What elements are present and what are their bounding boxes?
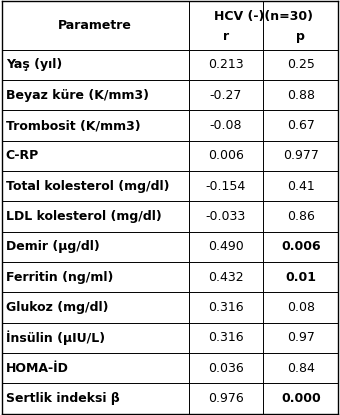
Text: 0.432: 0.432	[208, 271, 244, 284]
Text: İnsülin (μIU/L): İnsülin (μIU/L)	[6, 331, 105, 345]
Text: 0.08: 0.08	[287, 301, 315, 314]
Text: Yaş (yıl): Yaş (yıl)	[6, 59, 62, 71]
Text: 0.006: 0.006	[281, 240, 321, 254]
Text: -0.154: -0.154	[206, 180, 246, 193]
Text: Glukoz (mg/dl): Glukoz (mg/dl)	[6, 301, 108, 314]
Text: Ferritin (ng/ml): Ferritin (ng/ml)	[6, 271, 113, 284]
Text: 0.000: 0.000	[281, 392, 321, 405]
Text: 0.97: 0.97	[287, 332, 315, 344]
Text: 0.977: 0.977	[283, 149, 319, 162]
Text: LDL kolesterol (mg/dl): LDL kolesterol (mg/dl)	[6, 210, 162, 223]
Text: Trombosit (K/mm3): Trombosit (K/mm3)	[6, 119, 140, 132]
Text: -0.033: -0.033	[206, 210, 246, 223]
Text: 0.036: 0.036	[208, 362, 244, 375]
Text: 0.41: 0.41	[287, 180, 315, 193]
Text: Demir (μg/dl): Demir (μg/dl)	[6, 240, 100, 254]
Text: HOMA-İD: HOMA-İD	[6, 362, 69, 375]
Text: 0.976: 0.976	[208, 392, 244, 405]
Text: 0.86: 0.86	[287, 210, 315, 223]
Text: 0.316: 0.316	[208, 332, 244, 344]
Text: 0.25: 0.25	[287, 59, 315, 71]
Text: p: p	[296, 30, 305, 43]
Text: -0.27: -0.27	[210, 89, 242, 102]
Text: Beyaz küre (K/mm3): Beyaz küre (K/mm3)	[6, 89, 149, 102]
Text: Sertlik indeksi β: Sertlik indeksi β	[6, 392, 120, 405]
Text: -0.08: -0.08	[210, 119, 242, 132]
Text: 0.84: 0.84	[287, 362, 315, 375]
Text: 0.67: 0.67	[287, 119, 315, 132]
Text: 0.213: 0.213	[208, 59, 244, 71]
Text: Parametre: Parametre	[58, 19, 132, 32]
Text: r: r	[223, 30, 229, 43]
Text: HCV (-)(n=30): HCV (-)(n=30)	[214, 10, 313, 23]
Text: 0.490: 0.490	[208, 240, 244, 254]
Text: 0.01: 0.01	[285, 271, 316, 284]
Text: 0.88: 0.88	[287, 89, 315, 102]
Text: Total kolesterol (mg/dl): Total kolesterol (mg/dl)	[6, 180, 169, 193]
Text: C-RP: C-RP	[6, 149, 39, 162]
Text: 0.006: 0.006	[208, 149, 244, 162]
Text: 0.316: 0.316	[208, 301, 244, 314]
